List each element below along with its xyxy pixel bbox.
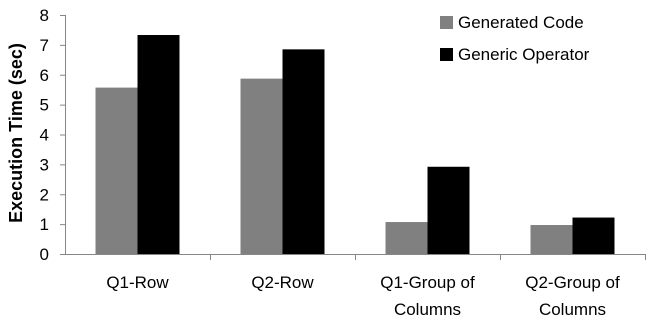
- legend: Generated Code Generic Operator: [440, 13, 590, 64]
- x-tick-label-line: Q2-Group of: [525, 273, 620, 292]
- legend-swatch: [440, 16, 453, 29]
- x-tick-label-line: Q1-Group of: [380, 273, 475, 292]
- x-tick-label: Q2-Row: [251, 273, 314, 292]
- x-tick-label-line: Q1-Row: [106, 273, 169, 292]
- y-tick-label: 3: [40, 155, 49, 174]
- y-tick-label: 2: [40, 185, 49, 204]
- y-axis-label: Execution Time (sec): [6, 43, 26, 223]
- legend-swatch: [440, 48, 453, 61]
- y-axis-ticks: 0 1 2 3 4 5 6 7 8: [40, 6, 65, 264]
- y-tick-label: 6: [40, 66, 49, 85]
- bars: [95, 35, 646, 260]
- x-tick-label-line: Q2-Row: [251, 273, 314, 292]
- y-tick-label: 4: [40, 126, 49, 145]
- x-tick-label: Q1-Row: [106, 273, 169, 292]
- y-tick-label: 1: [40, 215, 49, 234]
- x-tick-label-line: Columns: [394, 300, 461, 319]
- x-tick-label-line: Columns: [539, 300, 606, 319]
- y-tick-label: 8: [40, 6, 49, 25]
- legend-label: Generic Operator: [458, 45, 590, 64]
- bar: [385, 222, 428, 254]
- bar: [282, 49, 325, 255]
- bar: [530, 225, 573, 254]
- y-tick-label: 7: [40, 36, 49, 55]
- y-tick-label: 5: [40, 96, 49, 115]
- bar: [427, 166, 470, 254]
- legend-label: Generated Code: [458, 13, 584, 32]
- bar: [95, 87, 138, 254]
- x-tick-label: Q1-Group of Columns: [380, 273, 475, 319]
- y-tick-label: 0: [40, 245, 49, 264]
- bar: [240, 78, 283, 254]
- bar: [137, 35, 180, 254]
- x-tick-label: Q2-Group of Columns: [525, 273, 620, 319]
- bar: [572, 217, 615, 254]
